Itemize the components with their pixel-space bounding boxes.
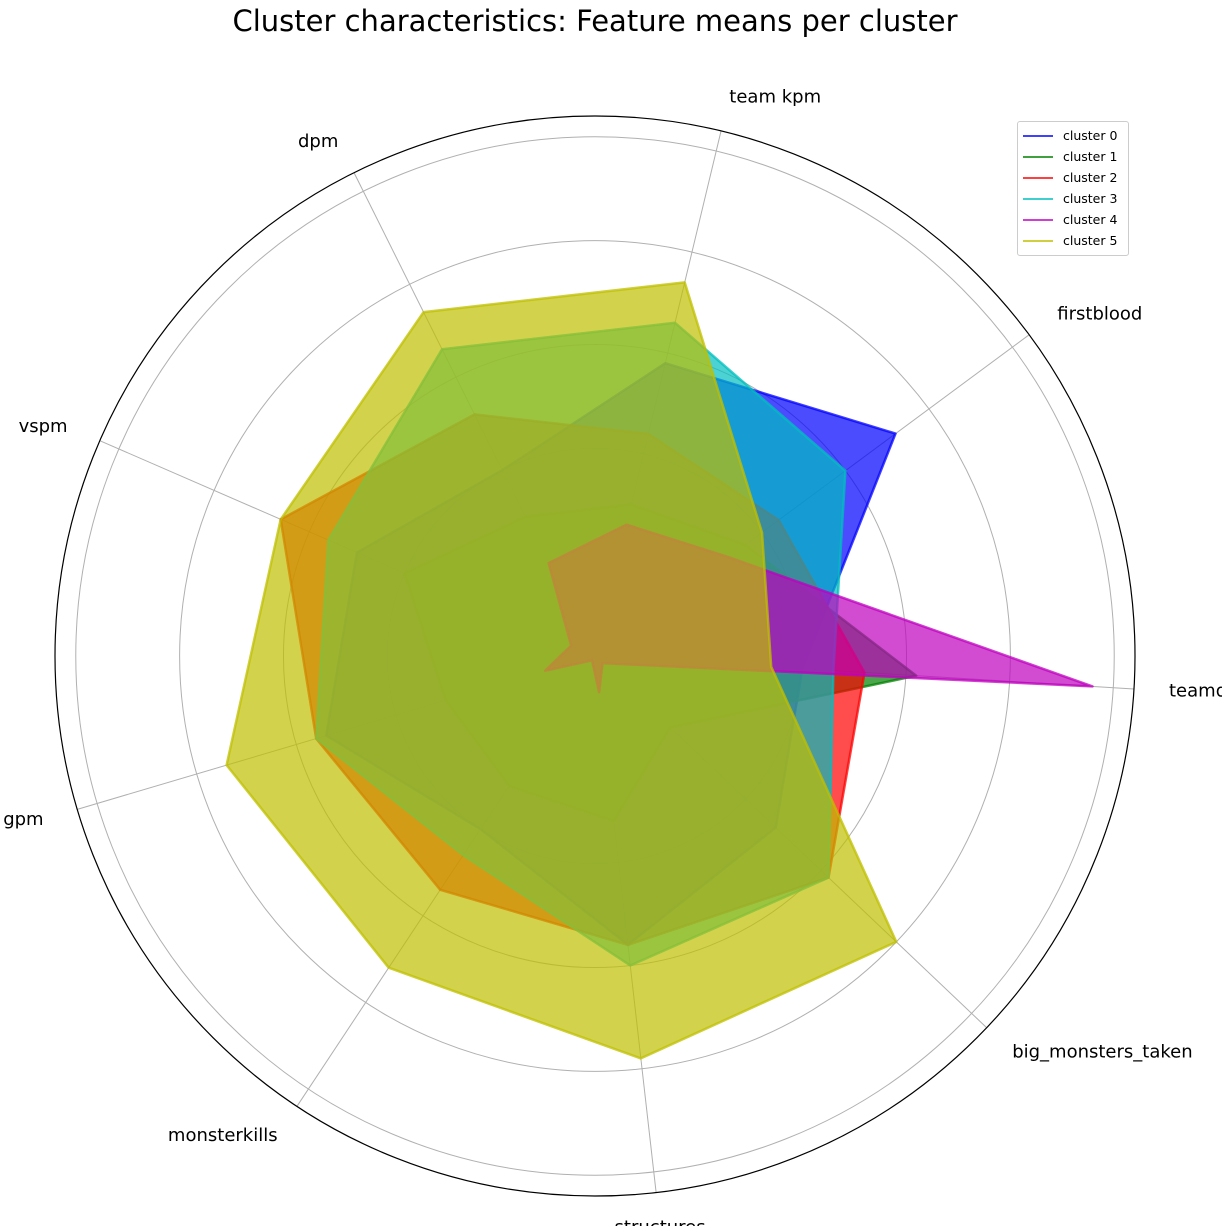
chart-legend: cluster 0 cluster 1 cluster 2 cluster 3 clus… bbox=[1017, 121, 1129, 256]
legend-swatch bbox=[1023, 176, 1053, 179]
axis-label: vspm bbox=[19, 416, 68, 437]
chart-title: Cluster characteristics: Feature means p… bbox=[232, 4, 958, 38]
radar-series bbox=[225, 281, 1094, 1060]
legend-label: cluster 5 bbox=[1063, 233, 1118, 248]
legend-item: cluster 1 bbox=[1018, 146, 1128, 167]
legend-label: cluster 0 bbox=[1063, 128, 1118, 143]
axis-label: earned gpm bbox=[0, 809, 44, 830]
series-line-cluster-5 bbox=[225, 281, 898, 1060]
radar-axis-labels: teamdeaths firstblood team kpm dpm vspm earne… bbox=[0, 86, 1222, 1226]
axis-label: big_monsters_taken bbox=[1012, 1041, 1192, 1062]
axis-label: structures bbox=[615, 1217, 706, 1226]
series-fill-cluster-5 bbox=[226, 282, 897, 1059]
legend-label: cluster 4 bbox=[1063, 212, 1118, 227]
legend-swatch bbox=[1023, 239, 1053, 242]
legend-swatch bbox=[1023, 155, 1053, 158]
axis-label: team kpm bbox=[729, 86, 821, 107]
legend-label: cluster 2 bbox=[1063, 170, 1118, 185]
legend-item: cluster 4 bbox=[1018, 209, 1128, 230]
legend-item: cluster 0 bbox=[1018, 125, 1128, 146]
axis-label: dpm bbox=[298, 131, 338, 152]
legend-item: cluster 3 bbox=[1018, 188, 1128, 209]
axis-label: monsterkills bbox=[168, 1125, 278, 1146]
radar-outer-frame bbox=[54, 115, 1136, 1197]
axis-label: firstblood bbox=[1057, 303, 1142, 324]
legend-item: cluster 2 bbox=[1018, 167, 1128, 188]
grid-ring bbox=[75, 136, 1115, 1176]
legend-swatch bbox=[1023, 218, 1053, 221]
legend-label: cluster 3 bbox=[1063, 191, 1118, 206]
axis-label: teamdeaths bbox=[1169, 681, 1222, 702]
legend-swatch bbox=[1023, 134, 1053, 137]
legend-swatch bbox=[1023, 197, 1053, 200]
legend-item: cluster 5 bbox=[1018, 230, 1128, 251]
legend-label: cluster 1 bbox=[1063, 149, 1118, 164]
